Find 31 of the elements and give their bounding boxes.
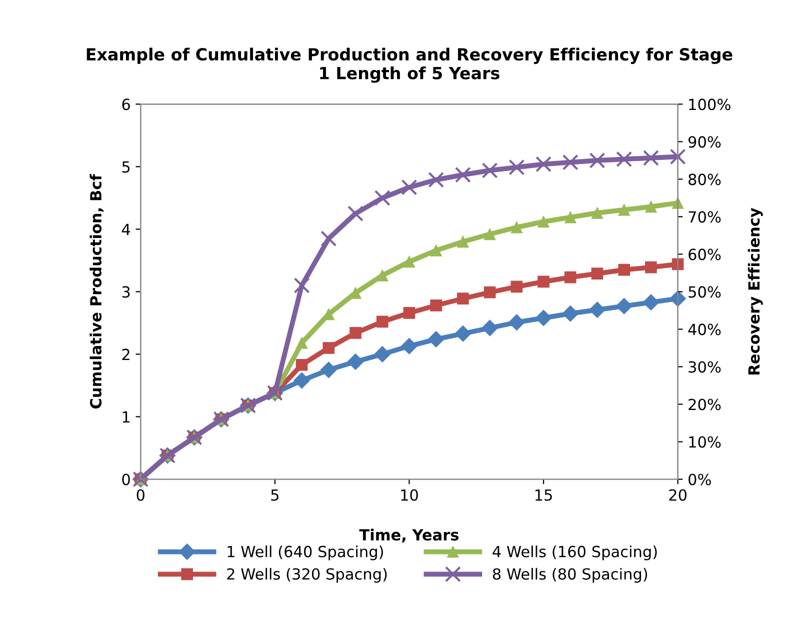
y2-axis-title: Recovery Efficiency [748,208,763,374]
y2-tick-label: 80% [688,174,721,186]
x-tick-label: 5 [271,489,278,501]
y-tick-label: 0 [122,474,130,486]
y-tick-label: 3 [122,286,130,298]
y2-tick-label: 100% [689,98,730,110]
y2-tick-label: 40% [688,324,721,336]
x-tick-label: 20 [669,489,687,501]
y2-tick-label: 60% [688,248,721,260]
legend-label: 2 Wells (320 Spacng) [227,568,387,583]
x-tick-label: 0 [136,489,144,501]
y2-tick-label: 0% [688,474,711,486]
legend-label: 1 Well (640 Spacing) [228,546,383,560]
y-tick-label: 2 [122,348,130,360]
chart-title: Example of Cumulative Production and Recovery Efficiency for Stage 1 Length of 5 Years [86,48,732,83]
y-tick-label: 6 [122,98,130,110]
y-tick-label: 4 [122,224,130,235]
legend-label: 4 Wells (160 Spacing) [492,546,657,560]
y2-tick-label: 90% [688,136,721,148]
y-axis-title: Cumulative Production, Bcf [90,174,104,408]
y-tick-label: 5 [122,161,130,173]
x-axis-title: Time, Years [359,528,459,543]
x-tick-label: 15 [535,489,552,501]
y2-tick-label: 50% [688,286,721,298]
y2-tick-label: 30% [688,361,721,373]
legend-label: 8 Wells (80 Spacing) [492,568,648,583]
y2-tick-label: 10% [689,436,721,448]
y-tick-label: 1 [122,411,130,423]
y2-tick-label: 20% [688,398,721,410]
y2-tick-label: 70% [688,211,721,223]
x-tick-label: 10 [401,489,418,501]
